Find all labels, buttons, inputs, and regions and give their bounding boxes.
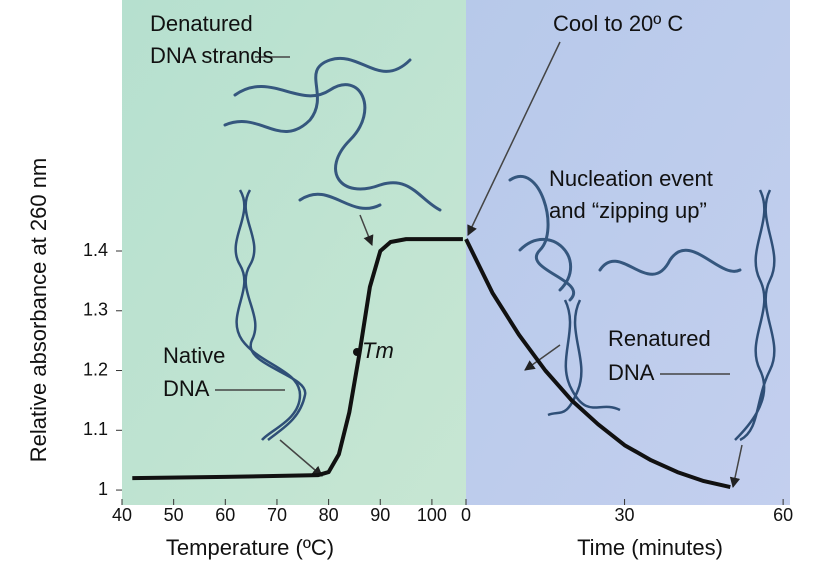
x-tick-label: 80 xyxy=(319,505,339,525)
y-tick-label: 1 xyxy=(98,479,108,499)
x-tick-label: 60 xyxy=(773,505,793,525)
figure: Relative absorbance at 260 nm 1 1.1 1.2 1.3… xyxy=(0,0,814,571)
annotation: and “zipping up” xyxy=(549,198,707,223)
annotation: Nucleation event xyxy=(549,166,713,191)
annotation: DNA strands xyxy=(150,43,274,68)
annotation: Renatured xyxy=(608,326,711,351)
x-tick-label: 90 xyxy=(370,505,390,525)
y-tick-label: 1.2 xyxy=(83,359,108,379)
annotation: Cool to 20º C xyxy=(553,11,683,36)
x-tick-label: 40 xyxy=(112,505,132,525)
annotation: Denatured xyxy=(150,11,253,36)
x-tick-label: 100 xyxy=(417,505,447,525)
x-axis-label: Temperature (ºC) xyxy=(166,535,334,560)
y-tick-label: 1.4 xyxy=(83,240,108,260)
x-tick-label: 30 xyxy=(615,505,635,525)
x-tick-label: 70 xyxy=(267,505,287,525)
panel-time xyxy=(466,0,790,505)
y-axis-label: Relative absorbance at 260 nm xyxy=(26,158,51,463)
panel-temperature xyxy=(122,0,466,505)
x-tick-label: 60 xyxy=(215,505,235,525)
annotation: Tm xyxy=(362,338,394,363)
x-tick-label: 0 xyxy=(461,505,471,525)
annotation: DNA xyxy=(608,360,655,385)
annotation: DNA xyxy=(163,376,210,401)
annotation: Native xyxy=(163,343,225,368)
y-tick-label: 1.3 xyxy=(83,300,108,320)
x-tick-label: 50 xyxy=(164,505,184,525)
y-tick-label: 1.1 xyxy=(83,419,108,439)
x-axis-label: Time (minutes) xyxy=(577,535,723,560)
